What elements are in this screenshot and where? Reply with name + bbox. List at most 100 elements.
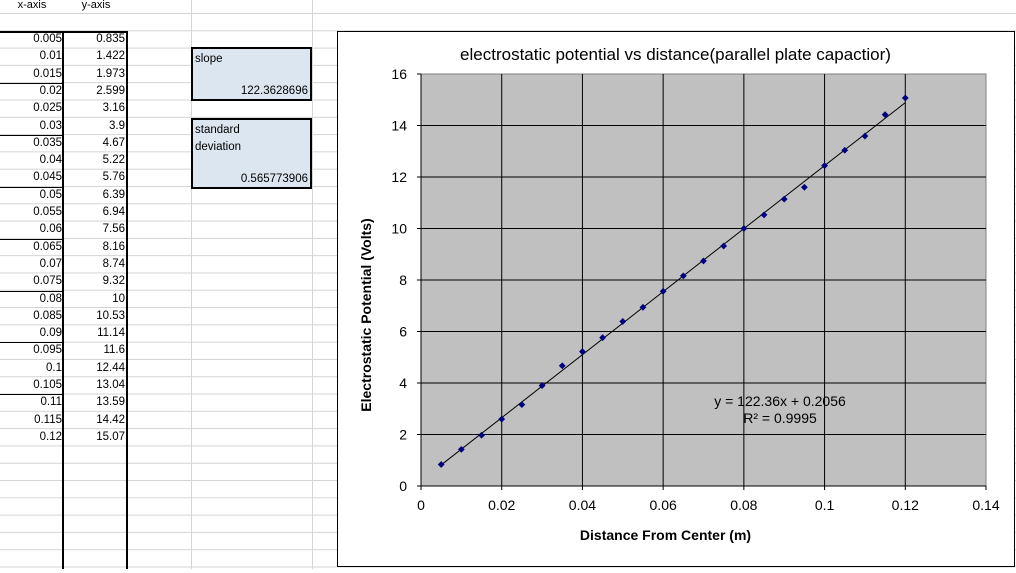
std-label-line2: deviation — [195, 141, 242, 153]
row-border — [0, 134, 64, 136]
chart-area[interactable]: 0 2 4 6 8 10 12 14 16 0 0.02 0.04 0.06 0.08 0.1 0.12 0.1… — [337, 31, 1015, 567]
cell-y-7[interactable]: 5.22 — [102, 154, 125, 167]
cell-y-15[interactable]: 10 — [112, 292, 125, 305]
cell-y-20[interactable]: 13.04 — [96, 379, 125, 391]
cell-y-23[interactable]: 15.07 — [96, 430, 125, 443]
cell-y-2[interactable]: 1.973 — [96, 67, 125, 80]
cell-y-18[interactable]: 11.6 — [103, 344, 125, 357]
cell-x-11[interactable]: 0.06 — [39, 223, 62, 236]
trendline-equation: y = 122.36x + 0.2056 — [714, 393, 846, 409]
cell-y-22[interactable]: 14.42 — [96, 413, 125, 426]
cell-x-7[interactable]: 0.04 — [39, 154, 62, 167]
cell-x-5[interactable]: 0.03 — [39, 119, 62, 132]
data-point — [881, 111, 889, 119]
cell-y-17[interactable]: 11.14 — [97, 327, 125, 340]
cell-y-4[interactable]: 3.16 — [102, 102, 125, 115]
header-y-axis[interactable]: y-axis — [81, 0, 111, 11]
cell-y-14[interactable]: 9.32 — [102, 275, 125, 288]
data-point — [901, 94, 909, 102]
data-point — [599, 334, 607, 342]
std-label-line1: standard — [195, 124, 240, 136]
data-point — [821, 162, 828, 170]
cell-y-8[interactable]: 5.76 — [102, 171, 125, 184]
column-divider — [312, 0, 313, 569]
row-border — [0, 186, 64, 188]
data-point — [700, 257, 707, 265]
cell-y-21[interactable]: 13.59 — [96, 396, 125, 409]
cell-x-21[interactable]: 0.11 — [40, 396, 62, 409]
cell-x-16[interactable]: 0.085 — [33, 309, 62, 322]
y-tick-label: 10 — [391, 221, 407, 237]
cell-x-20[interactable]: 0.105 — [33, 379, 62, 391]
data-point — [457, 445, 465, 453]
cell-x-0[interactable]: 0.005 — [33, 33, 62, 45]
x-tick-label: 0.14 — [972, 497, 999, 513]
y-tick-label: 4 — [399, 375, 407, 391]
y-tick-label: 16 — [391, 66, 407, 82]
cell-x-19[interactable]: 0.1 — [46, 361, 62, 374]
r-squared-label: R² = 0.9995 — [743, 410, 817, 426]
data-point — [437, 461, 445, 468]
cell-y-0[interactable]: 0.835 — [96, 33, 125, 45]
cell-x-2[interactable]: 0.015 — [33, 67, 62, 80]
cell-x-6[interactable]: 0.035 — [33, 136, 62, 149]
cell-x-4[interactable]: 0.025 — [33, 102, 62, 115]
y-tick-label: 14 — [391, 118, 407, 134]
scatter-chart: 0 2 4 6 8 10 12 14 16 0 0.02 0.04 0.06 0.08 0.1 0.12 0.1… — [358, 45, 1000, 543]
row-border — [0, 394, 64, 396]
cell-x-12[interactable]: 0.065 — [33, 240, 62, 253]
row-border — [0, 82, 64, 84]
cell-x-9[interactable]: 0.05 — [39, 188, 62, 201]
data-point — [558, 362, 566, 370]
cell-x-23[interactable]: 0.12 — [39, 430, 62, 443]
x-tick-label: 0.04 — [569, 497, 596, 513]
slope-box[interactable]: slope 122.3628696 — [191, 47, 312, 101]
data-point — [579, 348, 586, 355]
data-point — [861, 132, 869, 140]
data-point — [498, 415, 506, 423]
cell-x-15[interactable]: 0.08 — [39, 292, 62, 305]
std-value: 0.565773906 — [240, 173, 308, 185]
y-axis-title: Electrostatic Potential (Volts) — [358, 218, 374, 411]
cell-x-10[interactable]: 0.055 — [33, 206, 62, 218]
cell-x-3[interactable]: 0.02 — [39, 84, 62, 97]
cell-y-5[interactable]: 3.9 — [109, 119, 125, 132]
data-point — [720, 242, 728, 250]
row-border — [0, 238, 64, 240]
cell-x-18[interactable]: 0.095 — [33, 344, 62, 357]
y-tick-label: 0 — [399, 478, 407, 494]
cell-x-22[interactable]: 0.115 — [34, 413, 62, 426]
x-axis-title: Distance From Center (m) — [580, 527, 751, 543]
data-point — [841, 146, 849, 154]
cell-x-1[interactable]: 0.01 — [39, 50, 62, 63]
row-border — [0, 290, 64, 292]
cell-y-19[interactable]: 12.44 — [96, 361, 125, 374]
x-tick-label: 0 — [417, 497, 425, 513]
data-point — [740, 225, 748, 232]
cell-y-1[interactable]: 1.422 — [96, 50, 125, 63]
data-point — [538, 382, 546, 389]
x-tick-label: 0.06 — [650, 497, 677, 513]
cell-y-13[interactable]: 8.74 — [102, 257, 125, 270]
cell-x-17[interactable]: 0.09 — [39, 327, 62, 340]
cell-x-14[interactable]: 0.075 — [33, 275, 62, 288]
cell-y-9[interactable]: 6.39 — [102, 188, 125, 201]
y-tick-label: 6 — [399, 324, 407, 340]
cell-y-6[interactable]: 4.67 — [102, 136, 125, 149]
cell-x-13[interactable]: 0.07 — [39, 257, 62, 270]
y-axis-column[interactable] — [62, 31, 128, 569]
cell-y-3[interactable]: 2.599 — [96, 84, 125, 97]
data-point — [800, 183, 808, 191]
cell-y-16[interactable]: 10.53 — [96, 309, 125, 322]
cell-y-11[interactable]: 7.56 — [102, 223, 125, 236]
x-tick-label: 0.12 — [892, 497, 919, 513]
header-x-axis[interactable]: x-axis — [17, 0, 47, 11]
std-box[interactable]: standard deviation 0.565773906 — [191, 118, 312, 189]
y-tick-label: 2 — [399, 427, 407, 443]
cell-y-12[interactable]: 8.16 — [102, 240, 125, 253]
cell-x-8[interactable]: 0.045 — [33, 171, 62, 184]
y-tick-label: 12 — [391, 169, 407, 185]
std-label: standard deviation — [195, 122, 241, 156]
cell-y-10[interactable]: 6.94 — [102, 206, 125, 218]
x-tick-label: 0.1 — [815, 497, 835, 513]
